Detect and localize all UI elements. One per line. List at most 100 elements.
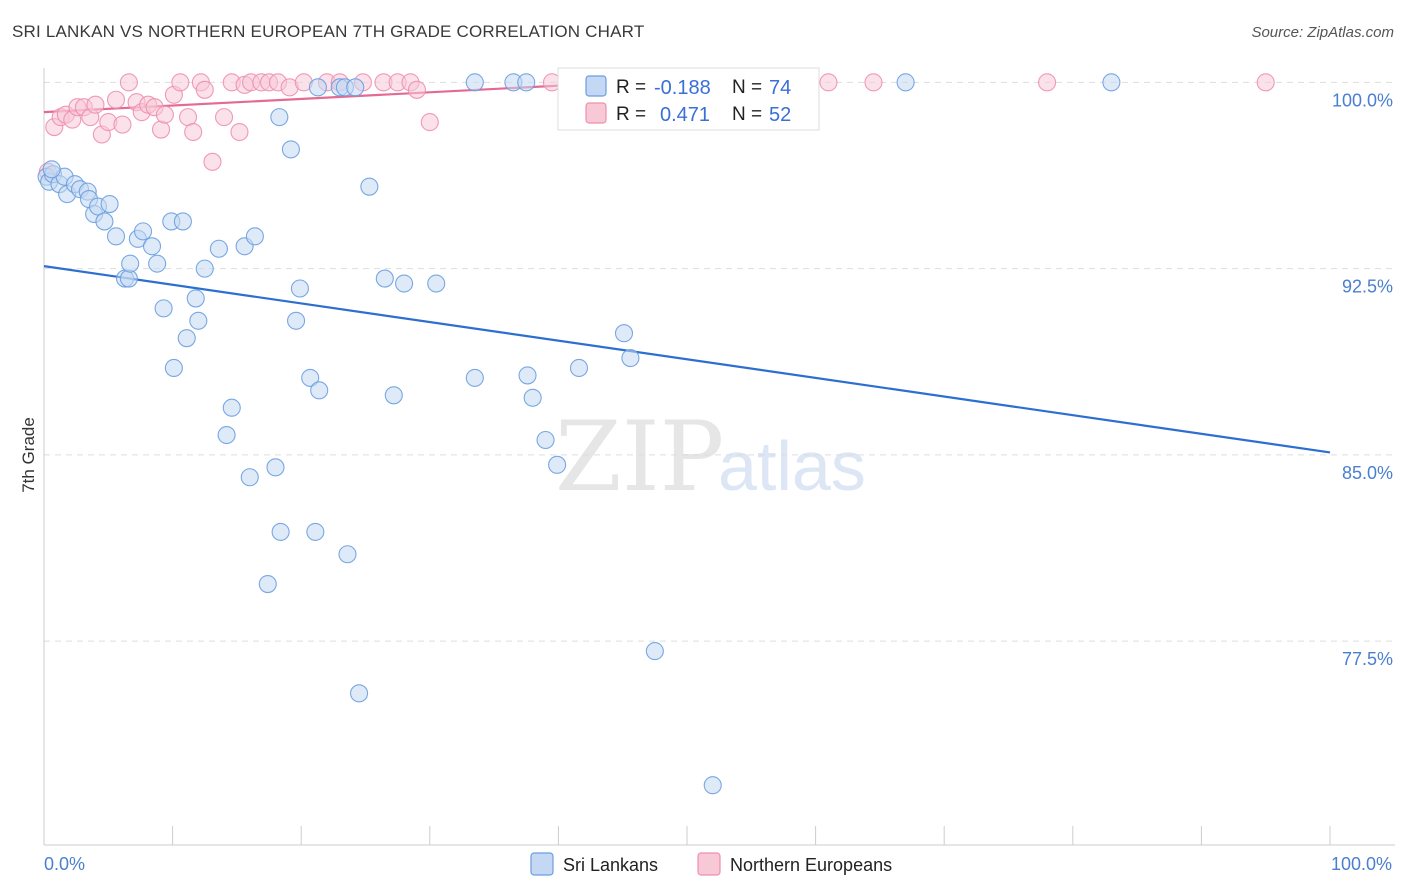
stats-legend-swatch-blue (585, 75, 607, 97)
sri-lankan-point (42, 160, 61, 179)
northern-european-point (1038, 73, 1057, 92)
sri-lankan-point (308, 78, 327, 97)
x-tick-label: 0.0% (44, 854, 85, 874)
northern-european-point (86, 95, 105, 114)
sri-lankan-point (266, 458, 285, 477)
northern-european-point (203, 152, 222, 171)
sri-lankan-point (301, 368, 320, 387)
stats-n-label-2: N = (732, 104, 762, 125)
y-axis-title: 7th Grade (19, 417, 38, 493)
northern-european-point (155, 105, 174, 124)
sri-lankan-point (614, 324, 634, 343)
stats-n-label-1: N = (732, 77, 762, 98)
sri-lankan-point (290, 279, 309, 298)
legend-label-sri-lankans: Sri Lankans (563, 855, 658, 875)
northern-european-point (113, 115, 132, 134)
sri-lankan-point (896, 73, 915, 92)
sri-lankan-point (465, 368, 484, 387)
sri-lankan-point (621, 348, 640, 368)
stats-r-label-2: R = (616, 104, 646, 125)
sri-lankan-point (395, 274, 414, 293)
y-tick-label: 92.5% (1342, 277, 1393, 297)
northern-european-point (420, 113, 439, 132)
northern-european-point (230, 122, 249, 142)
sri-lankan-point (121, 254, 140, 273)
sri-lankan-point (258, 575, 277, 594)
sri-lankan-trendline (43, 265, 1331, 454)
sri-lankan-point (465, 73, 484, 92)
sri-lankan-point (427, 274, 446, 293)
sri-lankan-point (189, 311, 208, 330)
legend-swatch-northern-europeans (697, 852, 721, 876)
northern-european-point (819, 73, 838, 92)
sri-lankan-point (338, 545, 357, 564)
axis-layer: 100.0% 92.5% 85.0% 77.5% 0.0% 100.0% (43, 68, 1395, 874)
sri-lankan-point (245, 227, 264, 246)
sri-lankan-point (133, 222, 153, 241)
sri-lankan-point (360, 177, 379, 196)
sri-lankan-point (217, 425, 236, 445)
sri-lankan-point (517, 73, 536, 92)
sri-lankan-point (518, 366, 537, 385)
sri-lankan-point (384, 386, 403, 405)
stats-r-value-1: -0.188 (654, 77, 711, 99)
northern-european-point (151, 120, 171, 139)
sri-lankan-point (173, 212, 192, 231)
sri-lankan-point (186, 289, 205, 308)
y-tick-label: 100.0% (1332, 90, 1393, 110)
sri-lankan-point (306, 522, 325, 541)
northern-european-point (1256, 73, 1275, 92)
watermark-zip: ZIP (555, 401, 724, 513)
sri-lankan-point (177, 329, 196, 348)
sri-lankan-point (195, 259, 214, 278)
sri-lankan-point (240, 468, 259, 487)
points-layer (37, 73, 1275, 795)
sri-lankan-point (548, 455, 567, 474)
sri-lankan-point (148, 254, 167, 273)
stats-legend-swatch-pink (585, 102, 607, 124)
sri-lankan-point (95, 212, 114, 231)
sri-lankan-point (164, 358, 183, 378)
sri-lankan-point (310, 381, 329, 400)
northern-european-point (407, 80, 426, 99)
stats-r-label-1: R = (616, 77, 646, 98)
source-label: Source: ZipAtlas.com (1251, 24, 1394, 41)
stats-legend: R = -0.188 N = 74 R = 0.471 N = 52 (557, 67, 820, 131)
sri-lankan-point (346, 78, 365, 97)
northern-european-point (184, 122, 203, 142)
northern-european-point (864, 73, 883, 92)
northern-european-point (171, 73, 190, 92)
stats-n-value-1: 74 (769, 77, 791, 99)
sri-lankan-point (154, 299, 173, 318)
sri-lankan-point (106, 227, 126, 246)
sri-lankan-point (287, 311, 306, 330)
northern-european-point (119, 73, 138, 92)
sri-lankan-point (270, 108, 289, 127)
x-tick-label: 100.0% (1331, 854, 1392, 874)
stats-n-value-2: 52 (769, 104, 791, 126)
sri-lankan-point (375, 269, 394, 288)
sri-lankan-point (100, 195, 119, 214)
legend-swatch-sri-lankans (530, 852, 554, 876)
y-tick-label: 85.0% (1342, 463, 1393, 483)
sri-lankan-point (645, 642, 664, 661)
legend-label-northern-europeans: Northern Europeans (730, 855, 892, 875)
northern-european-point (195, 80, 214, 99)
grid-layer (44, 81, 1395, 642)
northern-european-point (214, 108, 234, 127)
sri-lankan-point (142, 237, 162, 256)
sri-lankan-point (209, 239, 228, 258)
sri-lankan-point (271, 522, 290, 541)
watermark-atlas: atlas (718, 427, 866, 505)
sri-lankan-point (703, 776, 722, 795)
y-tick-label: 77.5% (1342, 649, 1393, 669)
chart-title: SRI LANKAN VS NORTHERN EUROPEAN 7TH GRAD… (12, 22, 645, 41)
sri-lankan-point (350, 684, 369, 703)
bottom-legend: Sri Lankans Northern Europeans (530, 852, 892, 876)
sri-lankan-point (536, 430, 555, 450)
sri-lankan-point (281, 140, 300, 159)
sri-lankan-point (569, 358, 589, 378)
sri-lankan-point (1102, 73, 1121, 92)
sri-lankan-point (222, 398, 241, 417)
